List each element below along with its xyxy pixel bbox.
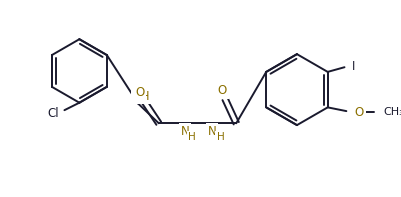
- Text: Cl: Cl: [47, 107, 59, 120]
- Text: N: N: [180, 125, 189, 138]
- Text: O: O: [217, 84, 226, 97]
- Text: H: H: [216, 132, 224, 142]
- Text: O: O: [135, 86, 144, 99]
- Text: CH₃: CH₃: [383, 107, 401, 117]
- Text: I: I: [351, 60, 354, 73]
- Text: NH: NH: [133, 90, 150, 103]
- Text: O: O: [354, 106, 363, 119]
- Text: N: N: [207, 125, 216, 138]
- Text: H: H: [188, 132, 196, 142]
